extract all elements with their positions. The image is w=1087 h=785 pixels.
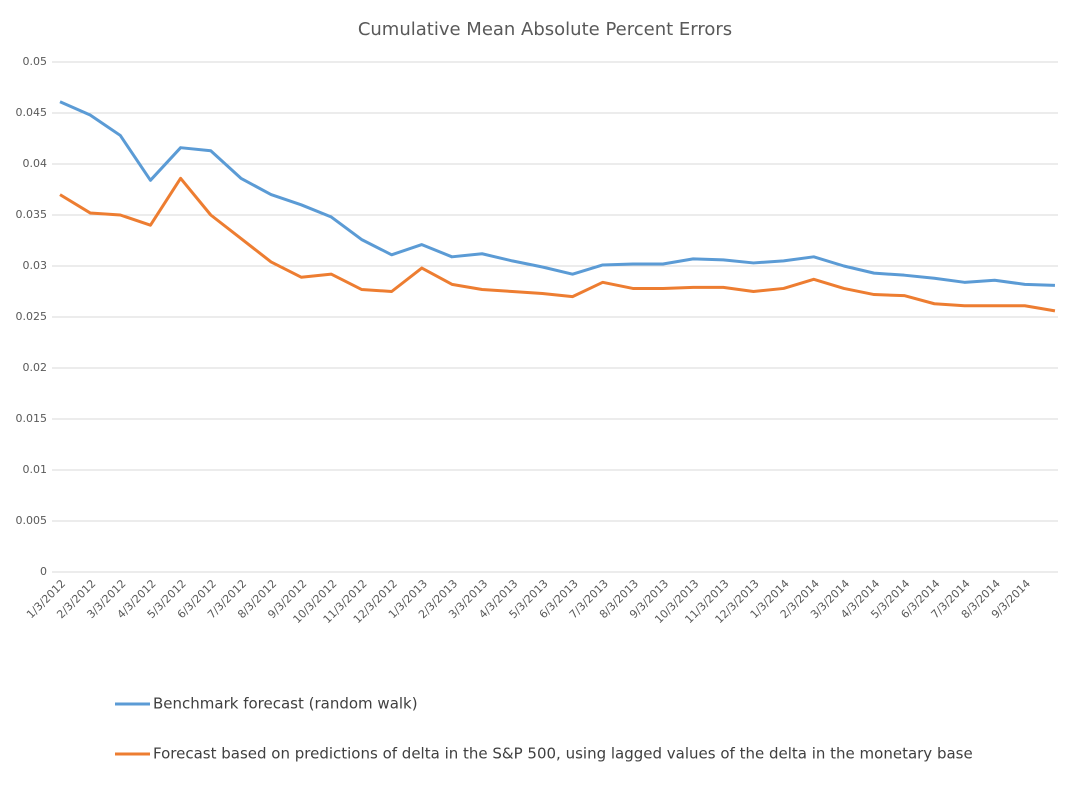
y-tick-label: 0.025 [16,310,48,323]
y-tick-label: 0.02 [23,361,48,374]
y-tick-label: 0.005 [16,514,48,527]
series-line [59,100,1056,287]
y-tick-label: 0.05 [23,55,48,68]
legend-label: Benchmark forecast (random walk) [153,695,418,713]
y-tick-label: 0.01 [23,463,48,476]
y-tick-label: 0.015 [16,412,48,425]
y-tick-label: 0.045 [16,106,48,119]
y-tick-label: 0.04 [23,157,48,170]
chart-title: Cumulative Mean Absolute Percent Errors [358,19,732,40]
y-tick-label: 0 [40,565,47,578]
legend-label: Forecast based on predictions of delta i… [153,745,973,763]
series-line [59,176,1056,313]
y-tick-label: 0.03 [23,259,48,272]
y-tick-label: 0.035 [16,208,48,221]
